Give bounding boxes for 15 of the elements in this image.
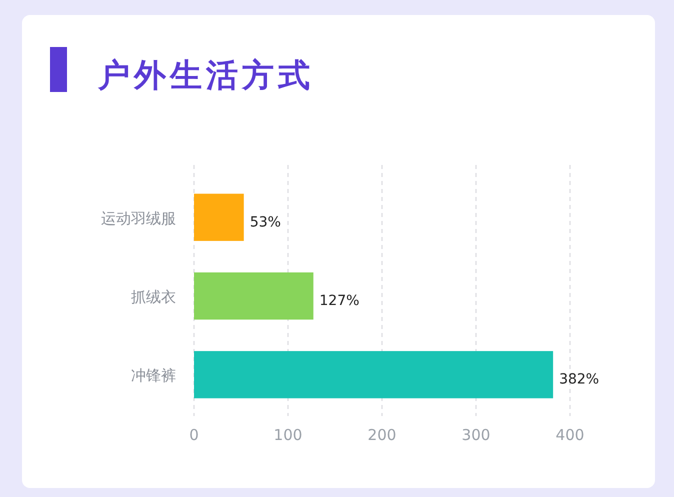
- bar: [194, 194, 244, 241]
- data-label: 127%: [319, 293, 360, 309]
- y-tick-label: 冲锋裤: [131, 366, 176, 385]
- x-tick-label: 300: [462, 426, 490, 444]
- chart-title: 户外生活方式: [97, 56, 314, 94]
- bar: [194, 351, 554, 398]
- x-tick-label: 400: [556, 426, 584, 444]
- x-tick-label: 200: [368, 426, 396, 444]
- y-tick-label: 运动羽绒服: [101, 209, 176, 228]
- data-label: 382%: [559, 372, 600, 388]
- x-tick-label: 0: [189, 426, 199, 444]
- x-tick-label: 100: [274, 426, 302, 444]
- y-tick-label: 抓绒衣: [131, 288, 176, 306]
- bar: [194, 272, 314, 320]
- data-label: 53%: [250, 214, 281, 230]
